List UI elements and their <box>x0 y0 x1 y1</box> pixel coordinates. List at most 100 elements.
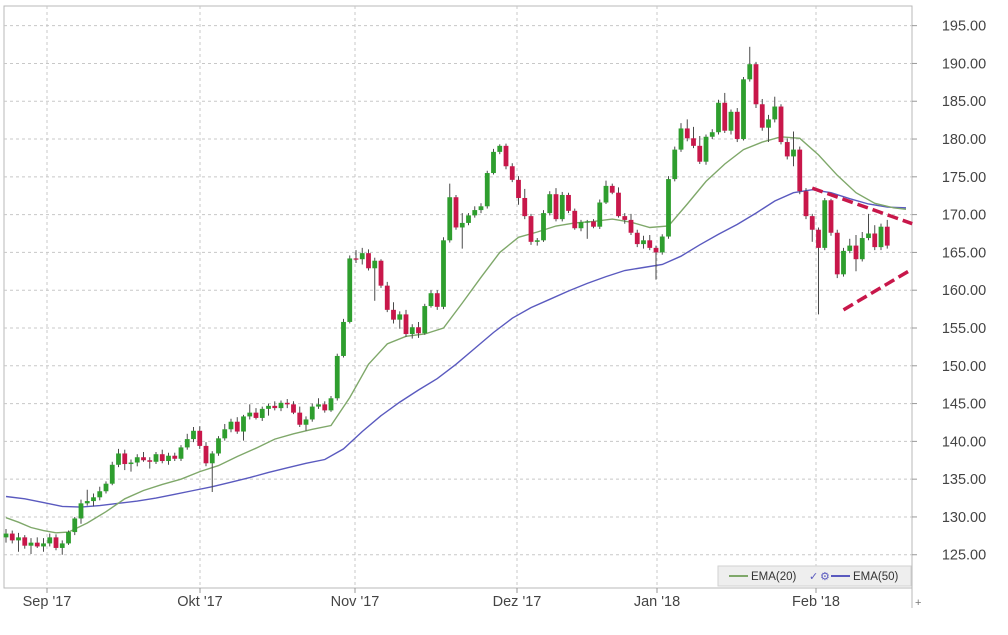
candle-body-up <box>484 173 490 207</box>
candle <box>509 163 515 183</box>
candle <box>372 257 378 301</box>
candle <box>803 188 809 220</box>
candle <box>347 255 353 324</box>
candle <box>822 197 828 251</box>
candle-body-down <box>197 430 203 446</box>
candle <box>478 203 484 214</box>
candle-body-up <box>559 194 565 220</box>
x-axis-tick-label: Okt '17 <box>177 594 222 610</box>
candle <box>772 96 778 123</box>
candle <box>447 183 453 243</box>
candle-body-up <box>678 128 684 150</box>
candle <box>203 442 209 467</box>
y-axis-tick-label: 190.00 <box>942 56 986 72</box>
candle <box>16 532 21 552</box>
candle <box>247 404 253 420</box>
candle <box>872 225 878 251</box>
candle <box>309 403 315 422</box>
candle-body-up <box>491 151 496 174</box>
candle <box>766 114 771 143</box>
x-axis-tick-label: Feb '18 <box>792 594 840 610</box>
candle <box>34 537 40 548</box>
candle-body-down <box>684 128 690 139</box>
candle-body-up <box>541 213 546 241</box>
candle-body-down <box>759 104 765 128</box>
candle <box>428 290 434 308</box>
candle-body-down <box>391 309 396 320</box>
candle <box>597 199 603 229</box>
candle <box>109 461 115 486</box>
legend-settings-icon[interactable]: ⚙ <box>820 571 830 583</box>
candle-body-up <box>703 136 709 162</box>
candle-body-down <box>416 327 421 334</box>
candle <box>841 247 846 277</box>
y-axis-tick-label: 185.00 <box>942 94 986 110</box>
candle-body-up <box>228 421 234 430</box>
candle-body-down <box>628 219 634 233</box>
candle-body-up <box>66 532 71 544</box>
x-axis-tick-label: Nov '17 <box>331 594 380 610</box>
candle-body-up <box>409 327 415 335</box>
candle <box>853 235 859 272</box>
candle <box>47 533 53 547</box>
candle-body-up <box>278 402 284 409</box>
candle <box>359 247 365 265</box>
candle-body-down <box>122 453 128 465</box>
y-axis-tick-label: 130.00 <box>942 510 986 526</box>
candle-body-up <box>584 221 590 223</box>
candle-body-down <box>141 457 146 461</box>
candle-body-down <box>453 197 459 228</box>
candle-body-up <box>441 240 446 307</box>
y-axis-tick-label: 165.00 <box>942 245 986 261</box>
candle <box>472 206 478 218</box>
candle <box>647 235 653 251</box>
candle <box>147 457 153 469</box>
candle-body-down <box>622 216 628 220</box>
candle-body-up <box>709 132 715 137</box>
candle-body-up <box>341 321 346 356</box>
y-axis-tick-label: 150.00 <box>942 359 986 375</box>
candle <box>166 452 171 465</box>
candle-body-down <box>253 412 259 418</box>
legend-check-icon[interactable]: ✓ <box>809 571 818 583</box>
candle <box>334 353 340 401</box>
candle <box>134 454 140 467</box>
candle <box>453 194 459 230</box>
candle-body-up <box>91 497 96 502</box>
candle-body-up <box>672 149 678 180</box>
candle <box>128 459 134 472</box>
candle <box>97 486 103 501</box>
candle <box>578 219 584 232</box>
candle <box>784 138 790 160</box>
legend: EMA(20) ✓ ⚙ EMA(50) <box>717 565 912 587</box>
candle <box>709 129 715 140</box>
candle <box>547 191 553 216</box>
y-axis-tick-label: 195.00 <box>942 19 986 35</box>
candle-body-up <box>128 462 134 465</box>
candle-body-up <box>116 453 121 465</box>
crosshair-plus-icon[interactable]: + <box>915 597 921 609</box>
candle-body-down <box>566 194 571 211</box>
candle <box>534 238 540 246</box>
candle-body-up <box>72 518 78 533</box>
candle-body-down <box>734 111 740 140</box>
y-axis-tick-label: 145.00 <box>942 397 986 413</box>
candle-body-up <box>859 238 865 260</box>
candle-body-down <box>22 537 28 546</box>
candle <box>703 134 709 165</box>
candle <box>184 433 190 450</box>
candle-body-up <box>878 226 884 248</box>
candle-body-down <box>353 258 359 260</box>
candle-body-up <box>791 149 796 157</box>
candle <box>653 245 659 280</box>
candle-body-up <box>372 260 378 269</box>
candle-body-up <box>397 314 403 320</box>
candle <box>266 403 271 416</box>
candle-body-down <box>828 200 834 233</box>
candle <box>316 398 321 409</box>
candle-body-down <box>53 537 59 548</box>
candle <box>159 449 165 464</box>
candle-body-down <box>803 191 809 217</box>
plot-area <box>3 5 913 589</box>
candle-body-up <box>716 102 721 133</box>
